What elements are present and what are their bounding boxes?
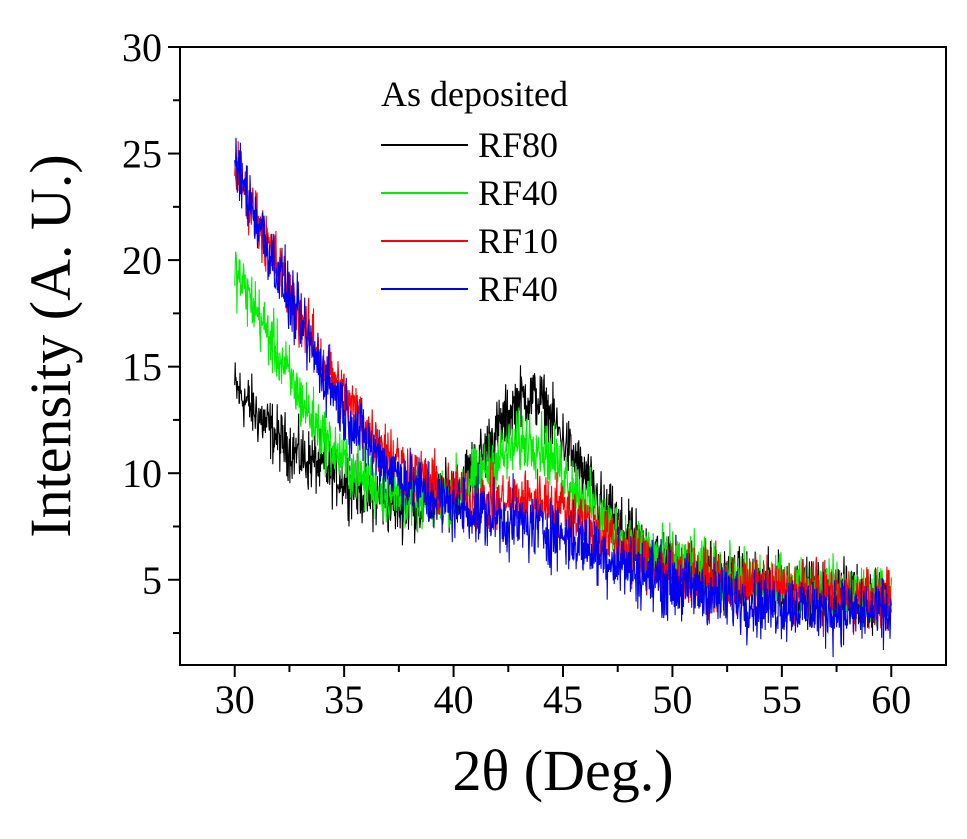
x-tick-label: 45: [543, 677, 583, 722]
tick-labels-layer: 30 35 40 45 50 55 60 5 10 15 20 25 30: [122, 25, 911, 722]
x-tick-label: 40: [434, 677, 474, 722]
y-tick-label: 5: [142, 558, 162, 603]
series-line-4: [234, 137, 892, 658]
legend-label: RF80: [478, 125, 558, 165]
legend-title: As deposited: [381, 74, 568, 114]
legend-label: RF40: [478, 173, 558, 213]
y-tick-label: 25: [122, 132, 162, 177]
x-tick-label: 35: [324, 677, 364, 722]
x-tick-label: 55: [762, 677, 802, 722]
legend: As deposited RF80 RF40 RF10 RF40: [381, 74, 568, 309]
legend-label: RF40: [478, 269, 558, 309]
series-layer: [234, 137, 892, 658]
x-tick-label: 50: [652, 677, 692, 722]
series-line-3: [234, 141, 892, 638]
x-tick-label: 30: [215, 677, 255, 722]
ticks-layer: [168, 46, 893, 677]
y-axis-title: Intensity (A. U.): [18, 154, 83, 537]
y-tick-label: 15: [122, 345, 162, 390]
y-tick-label: 10: [122, 451, 162, 496]
y-tick-label: 20: [122, 238, 162, 283]
legend-label: RF10: [478, 221, 558, 261]
x-tick-label: 60: [871, 677, 911, 722]
x-axis-title: 2θ (Deg.): [452, 738, 673, 803]
y-tick-label: 30: [122, 25, 162, 70]
